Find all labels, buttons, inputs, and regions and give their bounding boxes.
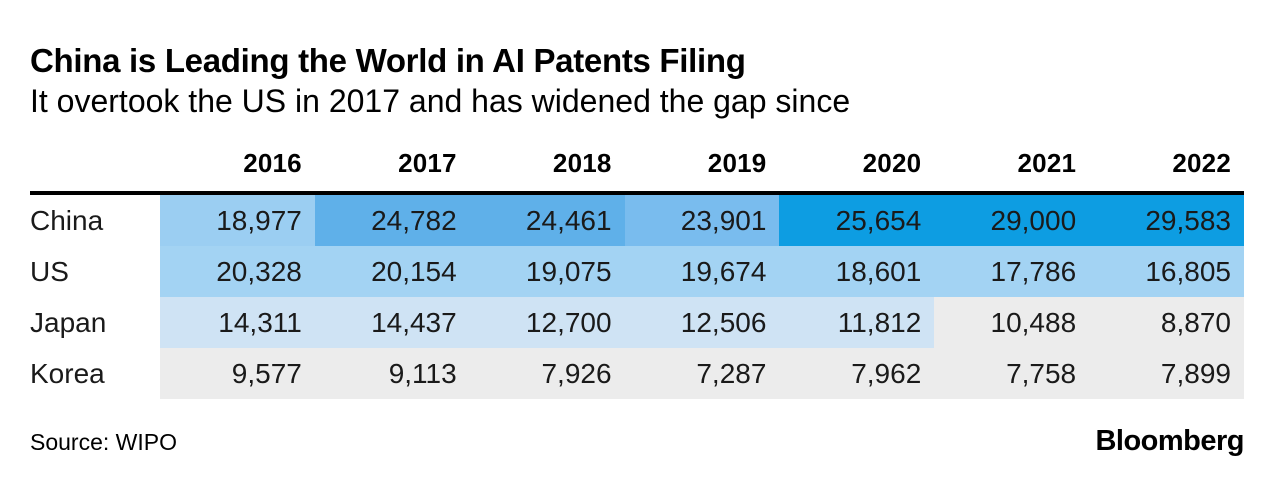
column-header-2017: 2017: [398, 148, 457, 178]
table-cell: 19,075: [469, 246, 625, 297]
table-cell: 12,506: [624, 297, 780, 348]
table-cell: 9,113: [314, 348, 470, 399]
table-cell: 7,287: [624, 348, 780, 399]
column-header-spacer: [30, 179, 160, 191]
table-cell: 9,577: [160, 348, 315, 399]
chart-footer: Source: WIPO Bloomberg: [30, 425, 1244, 458]
table-cell: 20,154: [314, 246, 470, 297]
column-header-2019: 2019: [707, 148, 767, 178]
table-header-row: 2016 2017 2018 2019 2020 2021 2022: [30, 148, 1244, 195]
column-header-2016: 2016: [243, 148, 302, 178]
table-cell: 14,437: [314, 297, 470, 348]
column-header-2022: 2022: [1172, 148, 1231, 178]
table-cell: 7,962: [779, 348, 935, 399]
page-title: China is Leading the World in AI Patents…: [30, 42, 746, 79]
row-label: China: [30, 195, 160, 246]
table-cell: 7,758: [934, 348, 1090, 399]
table-cell: 24,782: [314, 195, 470, 246]
table-cell: 20,328: [160, 246, 315, 297]
source-label: Source: WIPO: [30, 429, 177, 455]
table-cell: 16,805: [1089, 246, 1244, 297]
column-header-2020: 2020: [862, 148, 922, 178]
table-cell: 29,583: [1089, 195, 1244, 246]
table-cell: 10,488: [934, 297, 1090, 348]
bloomberg-logo: Bloomberg: [1095, 425, 1244, 457]
table-cell: 7,926: [469, 348, 625, 399]
table-cell: 12,700: [469, 297, 625, 348]
table-cell: 23,901: [624, 195, 780, 246]
row-label: Korea: [30, 348, 160, 399]
table-cell: 25,654: [779, 195, 935, 246]
table-cell: 14,311: [160, 297, 315, 348]
page-subtitle: It overtook the US in 2017 and has widen…: [30, 83, 851, 119]
table-cell: 24,461: [469, 195, 625, 246]
table-cell: 7,899: [1089, 348, 1244, 399]
patents-table: 2016 2017 2018 2019 2020 2021 2022 China…: [30, 148, 1244, 399]
table-row-china: China 18,977 24,782 24,461 23,901 25,654…: [30, 195, 1244, 246]
table-cell: 19,674: [624, 246, 780, 297]
table-cell: 17,786: [934, 246, 1090, 297]
table-row-korea: Korea 9,577 9,113 7,926 7,287 7,962 7,75…: [30, 348, 1244, 399]
table-cell: 18,977: [160, 195, 315, 246]
table-cell: 8,870: [1089, 297, 1244, 348]
table-row-japan: Japan 14,311 14,437 12,700 12,506 11,812…: [30, 297, 1244, 348]
column-header-2018: 2018: [552, 148, 612, 178]
table-row-us: US 20,328 20,154 19,075 19,674 18,601 17…: [30, 246, 1244, 297]
table-cell: 18,601: [779, 246, 935, 297]
row-label: US: [30, 246, 160, 297]
table-cell: 11,812: [779, 297, 935, 348]
row-label: Japan: [30, 297, 160, 348]
table-cell: 29,000: [934, 195, 1090, 246]
column-header-2021: 2021: [1017, 148, 1077, 178]
